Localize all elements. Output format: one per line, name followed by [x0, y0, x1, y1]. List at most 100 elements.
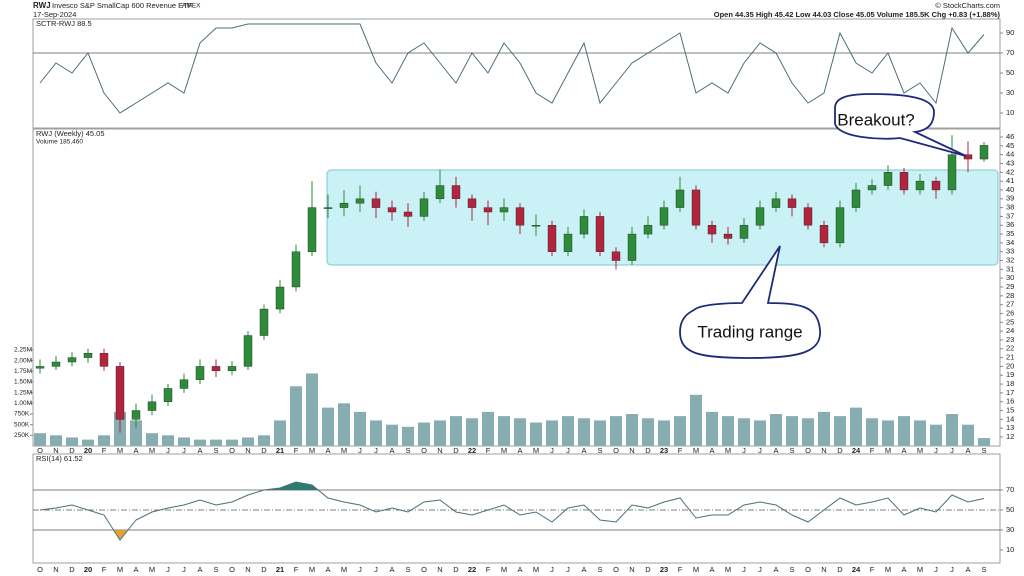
volume-bar [818, 411, 830, 446]
date: 17-Sep-2024 [33, 10, 76, 19]
volume-bar [34, 433, 46, 446]
x-tick-label: N [245, 565, 250, 574]
x-tick-label: M [725, 565, 731, 574]
y-tick-label: 12 [1006, 432, 1014, 441]
line-series [39, 481, 985, 541]
line-series [39, 23, 985, 114]
candle-body [675, 189, 685, 208]
x-tick-label: D [261, 446, 267, 455]
x-tick-label: A [389, 565, 394, 574]
x-tick-label: N [821, 446, 826, 455]
volume-bar [930, 424, 942, 446]
x-tick-label: A [133, 446, 138, 455]
x-tick-label: S [597, 565, 602, 574]
x-tick-label: A [709, 446, 714, 455]
candle-body [979, 145, 989, 160]
x-tick-label: J [374, 446, 378, 455]
x-tick-label: D [645, 446, 651, 455]
volume-bar [786, 416, 798, 446]
x-tick-label: N [53, 565, 58, 574]
volume-bar [418, 422, 430, 446]
volume-bar [386, 424, 398, 446]
x-tick-label: A [389, 446, 394, 455]
x-tick-label: 21 [276, 565, 284, 574]
candle-body [451, 185, 461, 199]
volume-bar [834, 416, 846, 446]
y-tick-label: 45 [1006, 141, 1014, 150]
volume-bar [882, 420, 894, 446]
x-tick-label: J [950, 446, 954, 455]
y-tick-label: 90 [1006, 28, 1014, 37]
volume-bar [946, 414, 958, 446]
annotation: Breakout? [837, 110, 915, 129]
x-tick-label: A [965, 446, 970, 455]
x-tick-label: J [566, 565, 570, 574]
candle-body [771, 198, 781, 208]
y-tick-label: 50 [1006, 505, 1014, 514]
candle-body [707, 225, 717, 235]
x-tick-label: A [709, 565, 714, 574]
candle-body [259, 308, 269, 336]
x-tick-label: M [501, 565, 507, 574]
candle-body [387, 207, 397, 213]
volume-bar [66, 437, 78, 446]
x-tick-label: O [805, 565, 811, 574]
y-tick-label: 40 [1006, 185, 1014, 194]
x-tick-label: M [309, 446, 315, 455]
volume-bar [850, 407, 862, 446]
volume-bar [194, 439, 206, 446]
y-tick-label: 43 [1006, 158, 1014, 167]
rsi-panel [32, 453, 1001, 564]
y-tick-label: 20 [1006, 361, 1014, 370]
volume-bar [898, 416, 910, 446]
volume-bar [162, 435, 174, 446]
x-tick-label: 20 [84, 446, 92, 455]
x-tick-label: M [309, 565, 315, 574]
x-tick-label: D [453, 446, 459, 455]
volume-bar [306, 373, 318, 446]
candle-body [339, 202, 349, 208]
x-tick-label: 21 [276, 446, 284, 455]
x-tick-label: A [581, 565, 586, 574]
x-tick-label: D [69, 565, 75, 574]
candle-body [755, 207, 765, 226]
x-tick-label: J [166, 446, 170, 455]
volume-tick-label: 500K [14, 421, 30, 428]
volume-tick-label: 1.50M [14, 379, 32, 386]
volume-bar [722, 416, 734, 446]
volume-bar [274, 420, 286, 446]
range-callout: Trading range [679, 245, 821, 359]
y-tick-label: 24 [1006, 326, 1014, 335]
candle-body [419, 198, 429, 217]
x-tick-label: 23 [660, 565, 668, 574]
y-tick-label: 70 [1006, 48, 1014, 57]
x-tick-label: J [550, 446, 554, 455]
x-tick-label: M [917, 446, 923, 455]
volume-bar [434, 420, 446, 446]
x-tick-label: D [837, 446, 843, 455]
x-tick-label: M [117, 446, 123, 455]
x-tick-label: 24 [852, 565, 861, 574]
x-tick-label: M [533, 565, 539, 574]
candle-body [835, 207, 845, 244]
volume-bar [130, 420, 142, 446]
y-tick-label: 14 [1006, 414, 1014, 423]
candle-body [883, 172, 893, 186]
x-tick-label: M [885, 565, 891, 574]
candle-body [99, 352, 109, 367]
volume-bar [146, 433, 158, 446]
x-tick-label: J [374, 565, 378, 574]
x-tick-label: O [421, 446, 427, 455]
x-tick-label: N [53, 446, 58, 455]
breakout-callout: Breakout? [834, 93, 967, 157]
volume-bar [626, 414, 638, 446]
y-tick-label: 25 [1006, 317, 1014, 326]
x-tick-label: A [581, 446, 586, 455]
y-tick-label: 37 [1006, 211, 1014, 220]
volume-legend: Volume 185,460 [36, 139, 83, 146]
volume-bar [546, 420, 558, 446]
volume-bar [562, 416, 574, 446]
x-tick-label: M [693, 446, 699, 455]
candle-body [595, 216, 605, 252]
x-tick-label: O [37, 565, 43, 574]
